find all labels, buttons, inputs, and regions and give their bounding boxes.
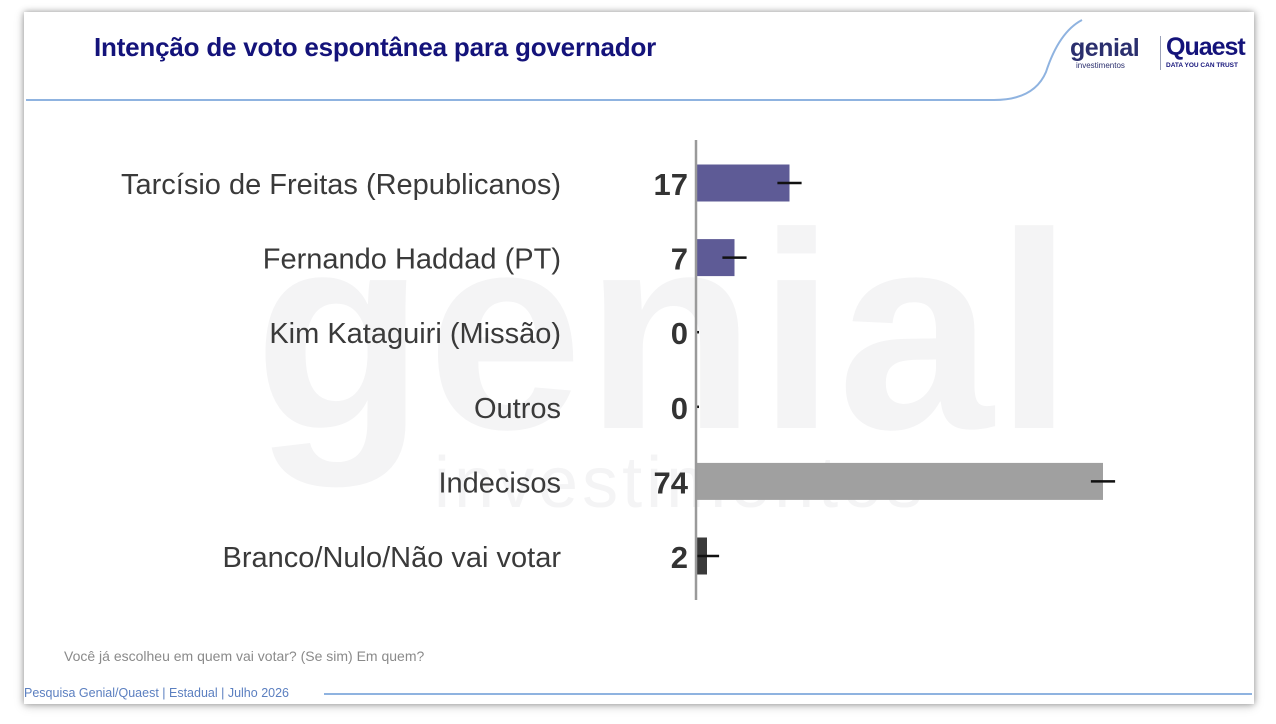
- page-title: Intenção de voto espontânea para governa…: [94, 32, 657, 62]
- category-label: Branco/Nulo/Não vai votar: [223, 542, 562, 574]
- watermark: genial: [254, 176, 1076, 488]
- logo-genial: genial: [1070, 34, 1140, 62]
- slide: Intenção de voto espontânea para governa…: [24, 12, 1254, 704]
- value-label: 0: [671, 391, 688, 426]
- value-label: 2: [671, 540, 688, 575]
- logo-investimentos: investimentos: [1076, 61, 1125, 70]
- logo-tagline: DATA YOU CAN TRUST: [1166, 62, 1238, 69]
- footer-divider: [324, 693, 1252, 695]
- logo-quaest: Quaest: [1166, 33, 1246, 61]
- survey-question: Você já escolheu em quem vai votar? (Se …: [64, 648, 425, 664]
- category-label: Indecisos: [438, 467, 561, 499]
- category-label: Outros: [474, 393, 561, 425]
- category-label: Kim Kataguiri (Missão): [269, 318, 561, 350]
- bar: [696, 462, 1103, 500]
- category-label: Fernando Haddad (PT): [263, 244, 561, 276]
- logo-separator: [1160, 36, 1161, 70]
- value-label: 0: [671, 316, 688, 351]
- header-divider: [26, 19, 1083, 101]
- bar-chart: Tarcísio de Freitas (Republicanos) 17 Fern…: [121, 140, 1116, 600]
- footer-source: Pesquisa Genial/Quaest | Estadual | Julh…: [24, 686, 289, 700]
- value-label: 17: [654, 167, 688, 202]
- bar: [696, 164, 790, 202]
- logo: genial investimentos Quaest DATA YOU CAN…: [1066, 33, 1246, 74]
- category-label: Tarcísio de Freitas (Republicanos): [121, 169, 561, 201]
- value-label: 7: [671, 242, 688, 277]
- value-label: 74: [654, 465, 689, 500]
